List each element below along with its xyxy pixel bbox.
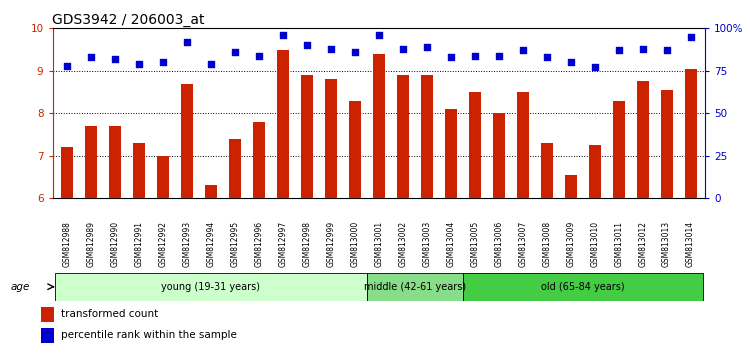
Point [157, 59, 169, 65]
Point [469, 53, 481, 58]
Bar [421, 75, 433, 198]
Text: GSM812989: GSM812989 [86, 221, 95, 267]
Point [589, 64, 601, 70]
Bar [517, 92, 529, 198]
Text: GSM813013: GSM813013 [662, 221, 671, 267]
Point [277, 32, 289, 38]
Text: transformed count: transformed count [61, 309, 158, 319]
Point [349, 49, 361, 55]
Point [205, 61, 217, 67]
Text: GSM812999: GSM812999 [326, 221, 335, 267]
Text: GSM812990: GSM812990 [110, 221, 119, 267]
Point [565, 59, 577, 65]
Bar [133, 143, 145, 198]
Bar [205, 185, 217, 198]
Point [445, 55, 457, 60]
Text: GSM812997: GSM812997 [278, 221, 287, 267]
Text: GSM813011: GSM813011 [614, 221, 623, 267]
Text: GSM812991: GSM812991 [134, 221, 143, 267]
Point [61, 63, 73, 69]
Bar [685, 69, 697, 198]
Bar [253, 122, 265, 198]
Text: GSM812996: GSM812996 [254, 221, 263, 267]
FancyBboxPatch shape [367, 273, 463, 301]
Text: GSM813002: GSM813002 [398, 221, 407, 267]
Bar [613, 101, 625, 198]
Text: GSM813005: GSM813005 [470, 221, 479, 267]
Bar [181, 84, 193, 198]
Text: middle (42-61 years): middle (42-61 years) [364, 282, 466, 292]
Point [517, 47, 529, 53]
Bar [109, 126, 121, 198]
Bar [661, 90, 673, 198]
Point [325, 46, 337, 52]
Point [229, 49, 241, 55]
Bar [325, 79, 337, 198]
Text: GSM812995: GSM812995 [230, 221, 239, 267]
Point [85, 55, 97, 60]
Point [181, 39, 193, 45]
Text: GSM813007: GSM813007 [518, 221, 527, 267]
Point [133, 61, 145, 67]
Point [493, 53, 505, 58]
Point [421, 44, 433, 50]
FancyBboxPatch shape [463, 273, 703, 301]
Bar [229, 139, 241, 198]
Text: GSM813012: GSM813012 [638, 221, 647, 267]
Point [541, 55, 553, 60]
Bar [40, 307, 54, 322]
Bar [565, 175, 577, 198]
Text: GSM812992: GSM812992 [158, 221, 167, 267]
Point [373, 32, 385, 38]
Point [301, 42, 313, 48]
Point [109, 56, 121, 62]
Text: GSM812994: GSM812994 [206, 221, 215, 267]
Bar [493, 113, 505, 198]
Text: GSM813003: GSM813003 [422, 221, 431, 267]
Text: GSM813006: GSM813006 [494, 221, 503, 267]
Text: GSM812993: GSM812993 [182, 221, 191, 267]
Point [661, 47, 673, 53]
Text: GSM813014: GSM813014 [686, 221, 695, 267]
Text: GSM813001: GSM813001 [374, 221, 383, 267]
Bar [85, 126, 97, 198]
Text: GSM812998: GSM812998 [302, 221, 311, 267]
FancyBboxPatch shape [55, 273, 367, 301]
Text: GSM813010: GSM813010 [590, 221, 599, 267]
Bar [61, 147, 73, 198]
Bar [445, 109, 457, 198]
Point [253, 53, 265, 58]
Bar [397, 75, 409, 198]
Bar [277, 50, 289, 198]
Bar [301, 75, 313, 198]
Text: old (65-84 years): old (65-84 years) [541, 282, 625, 292]
Text: young (19-31 years): young (19-31 years) [161, 282, 260, 292]
Bar [157, 156, 169, 198]
Bar [40, 328, 54, 343]
Text: GSM812988: GSM812988 [62, 221, 71, 267]
Text: GSM813000: GSM813000 [350, 221, 359, 267]
Point [397, 46, 409, 52]
Bar [469, 92, 481, 198]
Text: GSM813004: GSM813004 [446, 221, 455, 267]
Text: GDS3942 / 206003_at: GDS3942 / 206003_at [52, 13, 204, 27]
Point [613, 47, 625, 53]
Bar [589, 145, 601, 198]
Point [637, 46, 649, 52]
Point [685, 34, 697, 40]
Bar [373, 54, 385, 198]
Text: age: age [10, 282, 30, 292]
Bar [637, 81, 649, 198]
Bar [541, 143, 553, 198]
Text: GSM813008: GSM813008 [542, 221, 551, 267]
Bar [349, 101, 361, 198]
Text: GSM813009: GSM813009 [566, 221, 575, 267]
Text: percentile rank within the sample: percentile rank within the sample [61, 330, 237, 341]
